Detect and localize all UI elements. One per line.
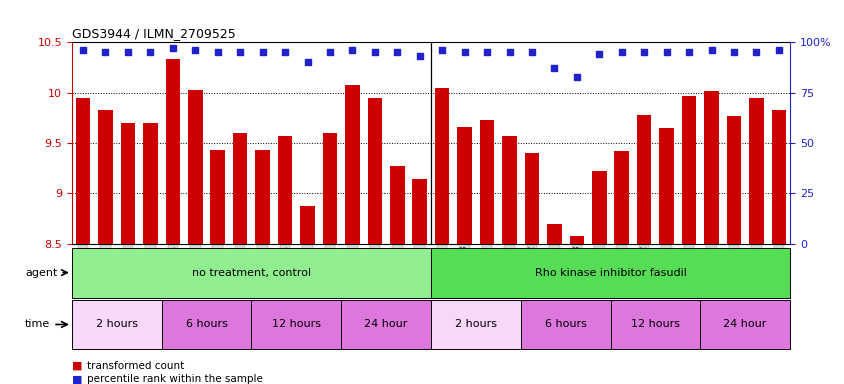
Bar <box>479 120 494 244</box>
Point <box>435 47 448 53</box>
Bar <box>322 133 337 244</box>
Point <box>479 49 493 55</box>
Bar <box>143 123 158 244</box>
Bar <box>703 91 718 244</box>
Point <box>166 45 180 51</box>
Point <box>143 49 157 55</box>
Bar <box>610 300 700 349</box>
Bar <box>430 300 520 349</box>
Text: 2 hours: 2 hours <box>95 319 138 329</box>
Bar <box>430 248 789 298</box>
Point <box>278 49 291 55</box>
Point <box>256 49 269 55</box>
Bar <box>520 300 610 349</box>
Bar <box>771 110 785 244</box>
Bar <box>592 171 606 244</box>
Point <box>592 51 605 58</box>
Point <box>188 47 202 53</box>
Text: 24 hour: 24 hour <box>364 319 408 329</box>
Point <box>659 49 673 55</box>
Bar <box>501 136 517 244</box>
Point <box>636 49 650 55</box>
Bar <box>255 150 269 244</box>
Point <box>457 49 471 55</box>
Bar <box>72 248 430 298</box>
Bar <box>341 300 430 349</box>
Point <box>76 47 89 53</box>
Text: 12 hours: 12 hours <box>272 319 321 329</box>
Bar <box>344 84 360 244</box>
Bar <box>546 224 561 244</box>
Text: agent: agent <box>25 268 68 278</box>
Text: time: time <box>25 319 68 329</box>
Point <box>749 49 762 55</box>
Point <box>525 49 538 55</box>
Bar <box>726 116 740 244</box>
Text: 2 hours: 2 hours <box>454 319 496 329</box>
Text: 6 hours: 6 hours <box>544 319 586 329</box>
Bar <box>614 151 628 244</box>
Bar <box>524 153 538 244</box>
Point <box>345 47 359 53</box>
Text: 24 hour: 24 hour <box>722 319 766 329</box>
Text: ■: ■ <box>72 361 82 371</box>
Point <box>547 65 560 71</box>
Point <box>390 49 403 55</box>
Point <box>368 49 381 55</box>
Point <box>121 49 134 55</box>
Text: no treatment, control: no treatment, control <box>192 268 311 278</box>
Bar <box>300 205 315 244</box>
Text: ■: ■ <box>72 374 82 384</box>
Text: percentile rank within the sample: percentile rank within the sample <box>87 374 262 384</box>
Bar <box>457 127 471 244</box>
Bar <box>187 89 203 244</box>
Bar <box>252 300 341 349</box>
Point <box>413 53 426 60</box>
Bar <box>658 128 674 244</box>
Bar <box>367 98 381 244</box>
Point <box>727 49 740 55</box>
Text: Rho kinase inhibitor fasudil: Rho kinase inhibitor fasudil <box>534 268 685 278</box>
Bar <box>390 166 404 244</box>
Bar <box>233 133 247 244</box>
Text: 6 hours: 6 hours <box>186 319 227 329</box>
Bar <box>278 136 292 244</box>
Bar <box>569 236 583 244</box>
Bar <box>161 300 252 349</box>
Text: GDS3944 / ILMN_2709525: GDS3944 / ILMN_2709525 <box>72 26 235 40</box>
Point <box>322 49 336 55</box>
Bar <box>636 115 651 244</box>
Bar <box>72 300 161 349</box>
Bar <box>749 98 763 244</box>
Bar <box>121 123 135 244</box>
Point <box>570 73 583 79</box>
Bar <box>210 150 225 244</box>
Point <box>99 49 112 55</box>
Text: transformed count: transformed count <box>87 361 184 371</box>
Text: 12 hours: 12 hours <box>630 319 679 329</box>
Bar <box>165 60 180 244</box>
Point <box>502 49 516 55</box>
Bar <box>98 110 112 244</box>
Point <box>211 49 225 55</box>
Bar <box>435 88 449 244</box>
Point <box>771 47 785 53</box>
Bar <box>681 96 695 244</box>
Bar <box>412 179 426 244</box>
Point <box>681 49 695 55</box>
Bar <box>76 98 90 244</box>
Point <box>300 59 314 65</box>
Point <box>614 49 628 55</box>
Point <box>704 47 717 53</box>
Point <box>233 49 246 55</box>
Bar <box>700 300 789 349</box>
